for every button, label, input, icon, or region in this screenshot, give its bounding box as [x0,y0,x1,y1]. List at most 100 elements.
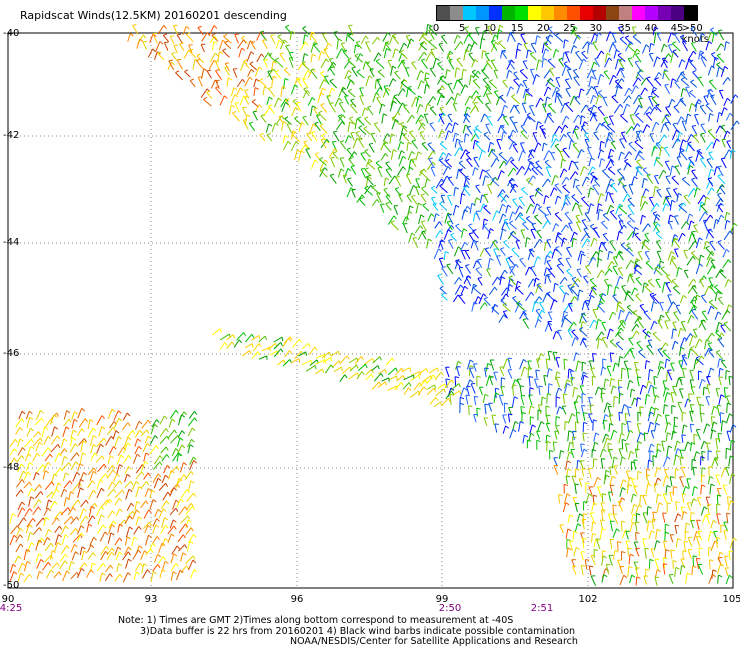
wind-barb-flag [674,80,679,83]
wind-barb [689,296,696,304]
wind-barb-flag [110,435,115,440]
wind-barb-flag [627,43,632,47]
wind-barb [78,479,81,489]
wind-barb-flag [163,25,167,29]
wind-barb [594,386,599,396]
wind-barb-flag [679,131,684,135]
wind-barb [573,401,578,412]
wind-barb-flag [627,547,632,550]
wind-barb [724,555,728,567]
wind-barb [678,148,682,158]
wind-barb-flag [637,470,642,474]
wind-barb-flag [400,79,405,83]
wind-barb [588,256,594,266]
wind-barb [655,158,664,167]
wind-barb-flag [606,138,611,142]
wind-barb [309,346,316,356]
wind-barb-flag [555,89,560,93]
wind-barb [408,185,414,196]
wind-barb-flag [556,233,561,236]
wind-barb [616,231,620,241]
wind-barb [615,203,621,215]
wind-barb-flag [441,34,446,37]
wind-barb [547,80,556,88]
wind-barb-flag [653,145,658,150]
wind-barb [590,33,595,43]
wind-barb-flag [619,319,624,322]
wind-barb-flag [540,421,545,425]
wind-barb [547,351,551,361]
wind-barb-flag [402,155,407,160]
wind-barb [484,248,492,257]
wind-barb [671,280,679,288]
wind-barb [676,116,682,126]
wind-barb-flag [417,151,422,155]
wind-barb-flag [719,125,723,130]
legend-swatch [489,6,502,20]
wind-barb-flag [546,112,552,115]
wind-barb [470,133,477,142]
wind-barb [280,39,285,50]
wind-barb [716,494,719,505]
wind-barb [490,41,497,53]
wind-barb [512,297,520,306]
wind-barb [645,381,649,390]
wind-barb-flag [547,178,551,183]
wind-barb-flag [589,404,594,406]
wind-barb [598,241,603,250]
wind-barb-flag [514,379,519,383]
wind-barb-flag [355,40,361,44]
wind-barb [402,134,410,142]
wind-barb-flag [654,266,659,269]
wind-barb-flag [421,141,426,145]
wind-barb-flag [716,138,720,142]
wind-barb-flag [185,26,190,30]
wind-barb [416,104,421,114]
wind-barb [700,205,708,213]
wind-barb-flag [368,158,373,163]
wind-barb-flag [675,165,680,168]
wind-barb [709,484,712,495]
wind-barb-flag [553,441,558,444]
wind-barb-flag [698,547,703,550]
wind-barb [9,458,15,466]
wind-barb-flag [21,418,25,423]
wind-barb [107,510,113,519]
wind-barb [473,414,477,423]
wind-barb-flag [666,502,672,505]
wind-barb-flag [152,48,156,53]
wind-barb [673,239,680,248]
wind-barb-flag [647,506,652,509]
wind-barb-flag [547,58,552,62]
wind-barb-flag [620,432,625,436]
wind-barb-flag [579,513,584,517]
wind-barb-flag [690,79,695,83]
wind-barb [117,446,124,457]
wind-barb [676,156,682,167]
wind-barb-flag [563,168,568,172]
wind-barb [605,564,610,575]
wind-barb-flag [520,385,525,388]
wind-barb [729,537,734,549]
wind-barb [720,420,723,432]
wind-barb [604,470,607,480]
wind-barb-flag [142,34,147,39]
wind-barb [557,259,564,267]
wind-barb [293,350,302,360]
wind-barb-flag [35,471,40,476]
wind-barb-flag [618,230,623,234]
wind-barb [439,203,448,211]
wind-barb-flag [393,94,398,97]
wind-barb [687,143,695,152]
wind-barb-flag [626,242,631,246]
wind-barb-flag [536,282,541,286]
wind-barb [391,117,401,126]
wind-barb [333,32,340,41]
legend-swatch [554,6,567,20]
wind-barb [627,406,631,417]
wind-barb-flag [647,330,652,335]
wind-barb-flag [99,479,104,483]
wind-barb-flag [692,256,696,260]
wind-barb-flag [711,52,716,55]
wind-barb [454,376,457,387]
